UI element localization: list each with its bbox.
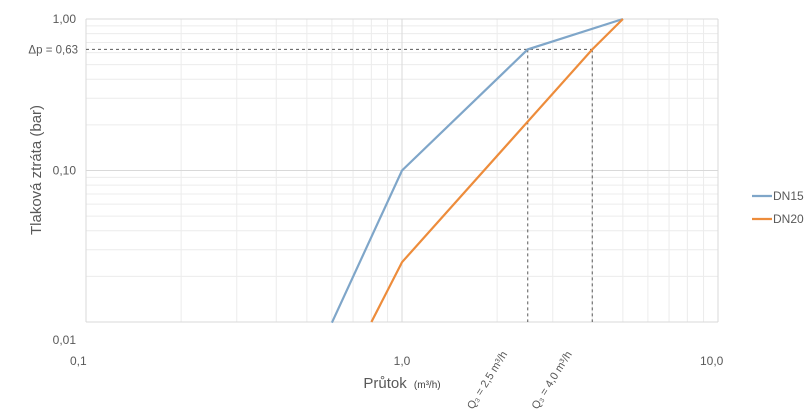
y-tick-label: 0,01: [53, 333, 77, 347]
x-tick-label: 0,1: [70, 354, 87, 368]
dp-annotation-label: Δp = 0,63: [28, 44, 78, 56]
x-axis-label-text: Průtok: [363, 375, 407, 392]
x-axis-label: Průtok (m³/h): [363, 375, 440, 392]
series-line-dn20: [370, 18, 624, 323]
y-axis-label: Tlaková ztráta (bar): [28, 105, 45, 235]
q-annotation-label: Q₃ = 4,0 m³/h: [530, 349, 575, 411]
q-annotation-label: Q₃ = 2,5 m³/h: [465, 349, 510, 411]
series-lines: [330, 17, 624, 324]
y-tick-label: 0,10: [53, 164, 77, 178]
legend-label-dn20: DN20: [773, 212, 804, 226]
legend: DN15 DN20: [752, 189, 804, 226]
series-line-dn15: [330, 17, 624, 324]
y-tick-label: 1,00: [53, 12, 77, 26]
y-tick-labels: 0,01 0,10 1,00: [53, 12, 77, 347]
x-tick-label: 10,0: [700, 354, 724, 368]
flow-annotation-labels: Q₃ = 2,5 m³/h Q₃ = 4,0 m³/h: [465, 349, 575, 411]
chart-grid: [85, 18, 719, 323]
x-tick-label: 1,0: [394, 354, 411, 368]
x-axis-unit: (m³/h): [414, 380, 441, 391]
x-tick-labels: 0,1 1,0 10,0: [70, 354, 724, 368]
annotation-dashed-lines: [86, 48, 593, 322]
legend-label-dn15: DN15: [773, 189, 804, 203]
